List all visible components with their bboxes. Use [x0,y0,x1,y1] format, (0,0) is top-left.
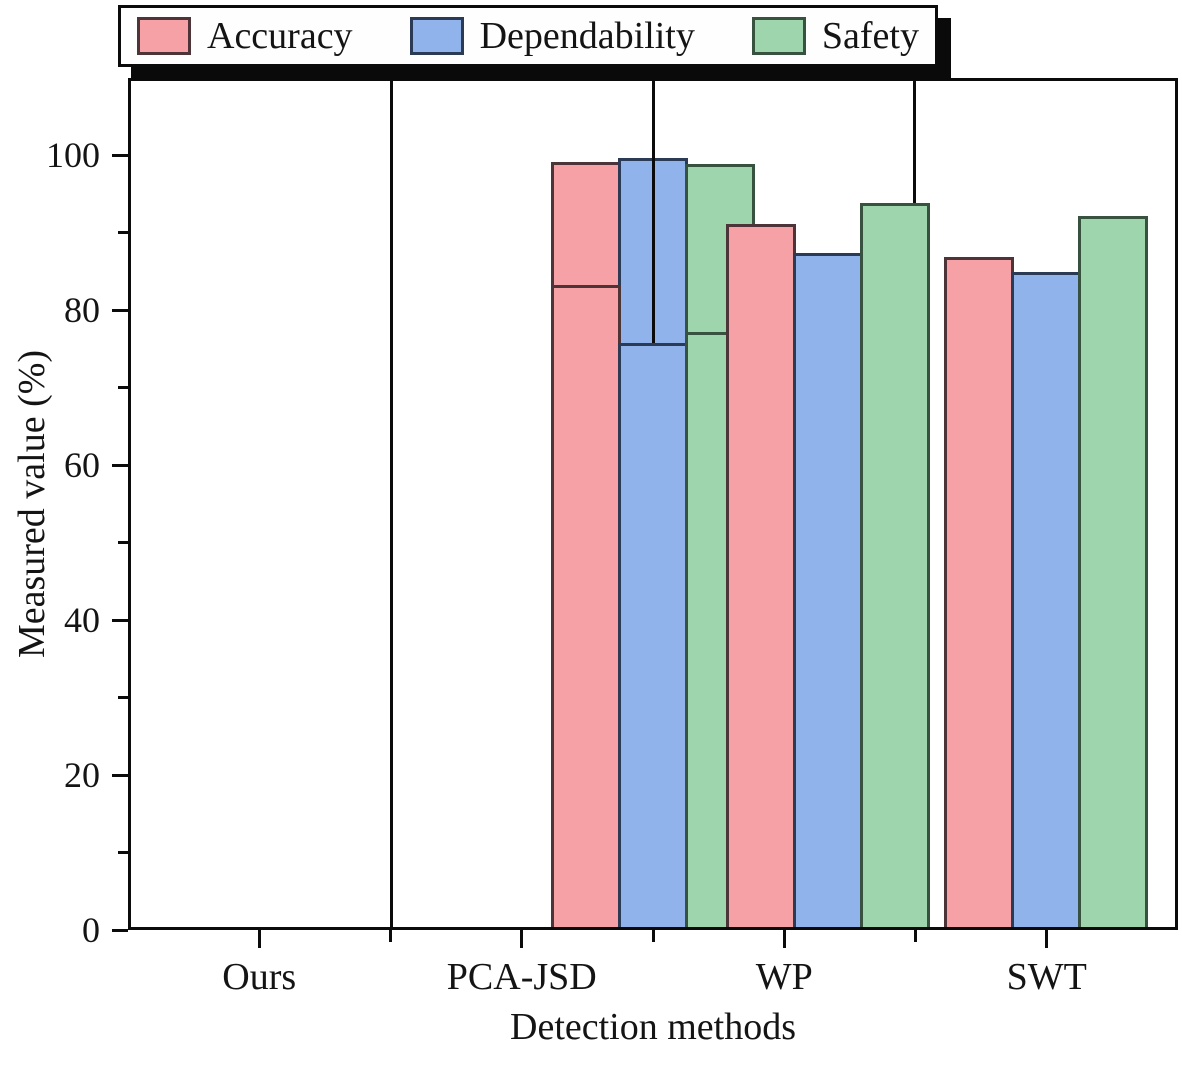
x-axis: Ours PCA-JSD WP SWT [128,930,1178,1010]
bar-swt-safety [1077,215,1148,927]
legend-label-accuracy: Accuracy [207,15,353,57]
legend-swatch-accuracy-icon [137,17,191,55]
y-major-tick-40 [112,618,128,622]
y-tick-label-20: 20 [64,755,100,796]
panel-wp [655,81,930,927]
y-axis-title: Measured value (%) [11,349,53,659]
y-major-tick-100 [112,153,128,157]
x-minor-tick-boundary-3 [914,930,917,942]
y-tick-label-40: 40 [64,600,100,641]
legend-label-dependability: Dependability [479,15,695,57]
x-tick-label-pca-jsd: PCA-JSD [446,956,597,998]
x-tick-label-wp: WP [755,956,813,998]
x-major-tick-wp [782,930,786,948]
bar-wp-safety [859,202,930,927]
x-major-tick-swt [1045,930,1049,948]
y-major-tick-0 [112,928,128,932]
x-minor-tick-boundary-1 [389,930,392,942]
y-tick-label-100: 100 [46,135,100,176]
y-axis: 0 20 40 60 80 100 [0,78,128,948]
legend: Accuracy Dependability Safety [118,5,938,67]
legend-swatch-dependability-icon [409,17,464,55]
panel-pca-jsd [393,81,756,927]
bar-pca-jsd-accuracy [551,284,622,927]
bar-wp-accuracy [725,224,796,927]
bar-wp-dependability [792,253,863,927]
x-tick-label-swt: SWT [1006,956,1087,998]
panel-swt [916,81,1175,927]
x-tick-label-ours: Ours [222,956,297,998]
x-major-tick-ours [257,930,261,948]
y-minor-tick-10 [118,851,128,855]
legend-entry-safety: Safety [751,15,919,57]
y-tick-label-60: 60 [64,445,100,486]
y-tick-label-0: 0 [82,910,100,950]
panel-ours [131,81,755,927]
y-tick-label-80: 80 [64,290,100,331]
x-minor-tick-boundary-2 [651,930,655,942]
y-minor-tick-90 [118,231,128,235]
plot-area [128,78,1178,930]
bar-swt-accuracy [943,257,1014,927]
legend-entry-dependability: Dependability [409,15,695,57]
x-major-tick-pca-jsd [520,930,524,948]
legend-swatch-safety-icon [751,17,806,55]
y-major-tick-80 [112,308,128,312]
y-minor-tick-30 [118,696,128,700]
y-minor-tick-50 [118,541,128,545]
x-axis-title: Detection methods [510,1006,796,1048]
legend-entry-accuracy: Accuracy [137,17,353,55]
y-major-tick-20 [112,773,128,777]
legend-label-safety: Safety [821,15,919,57]
bar-swt-dependability [1010,271,1081,927]
y-minor-tick-70 [118,386,128,390]
y-major-tick-60 [112,463,128,467]
